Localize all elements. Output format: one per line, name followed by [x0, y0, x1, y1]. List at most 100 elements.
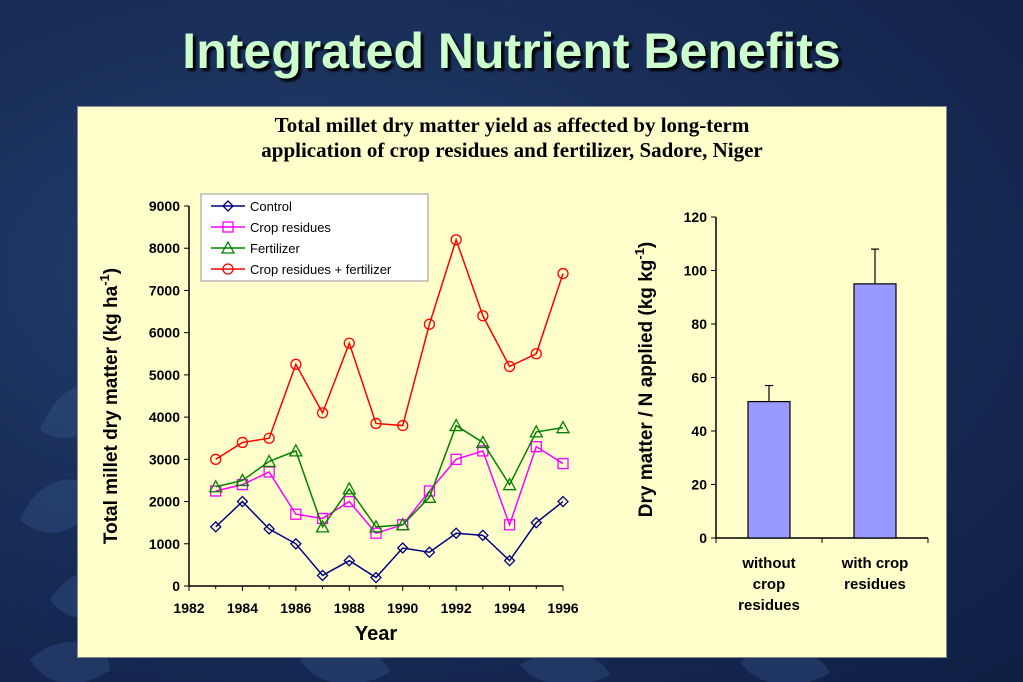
data-point: [502, 477, 517, 491]
legend-marker: [222, 263, 234, 275]
data-point: [503, 554, 516, 567]
data-point: [368, 519, 384, 533]
data-point: [395, 517, 410, 531]
y-tick-label: 9000: [149, 198, 180, 214]
bar-y-tick-label: 100: [684, 263, 708, 279]
data-point: [315, 519, 330, 533]
y-tick-label: 6000: [149, 325, 180, 341]
bar-category-label: residues: [738, 597, 800, 614]
data-point: [423, 546, 436, 559]
panel-heading: Total millet dry matter yield as affecte…: [78, 113, 946, 163]
bar-y-axis-title: Dry matter / N applied (kg kg-1): [632, 242, 657, 518]
x-tick-label: 1994: [494, 600, 525, 616]
data-point: [343, 337, 355, 349]
data-point: [557, 267, 569, 280]
data-point: [370, 571, 382, 584]
data-point: [210, 453, 222, 465]
x-tick-label: 1986: [280, 600, 311, 616]
series-control: [209, 495, 569, 584]
bar: [747, 400, 791, 539]
data-point: [396, 542, 409, 554]
series-line: [215, 424, 564, 529]
data-point: [290, 358, 302, 370]
x-tick-label: 1990: [387, 600, 418, 616]
legend: Control Crop residues Fertilizer Crop resid…: [200, 193, 429, 282]
bar-y-tick-label: 80: [691, 316, 707, 332]
slide-title: Integrated Nutrient Benefits: [182, 23, 841, 79]
x-axis-title: Year: [355, 623, 397, 645]
x-tick-label: 1984: [227, 600, 258, 616]
data-point: [262, 454, 277, 468]
data-point: [477, 310, 489, 322]
data-point: [449, 418, 464, 432]
data-point: [370, 527, 382, 539]
legend-label: Control: [250, 199, 292, 214]
data-point: [450, 234, 462, 246]
series-fertilizer: [208, 418, 571, 533]
bar-category-label: without: [741, 555, 795, 572]
y-tick-label: 3000: [149, 451, 180, 467]
chart-panel: Total millet dry matter yield as affecte…: [77, 106, 947, 658]
bar-y-tick-label: 60: [691, 370, 707, 386]
data-point: [530, 441, 542, 453]
bar-chart: 0 20 40 60 80 100 120 without crop residues with c…: [632, 209, 929, 614]
x-tick-label: 1996: [547, 600, 578, 616]
data-point: [503, 519, 516, 531]
data-point: [236, 495, 249, 508]
data-point: [397, 419, 409, 432]
data-point: [290, 508, 302, 520]
x-tick-label: 1988: [334, 600, 365, 616]
data-point: [289, 537, 302, 550]
line-chart: 0 1000 2000 3000 4000 5000 6000 7000 8000 9000 198…: [97, 193, 579, 645]
data-point: [555, 420, 571, 434]
y-tick-label: 7000: [149, 282, 180, 298]
y-tick-label: 5000: [149, 367, 180, 383]
legend-label: Fertilizer: [250, 241, 301, 256]
x-tick-label: 1992: [441, 600, 472, 616]
legend-marker: [222, 221, 234, 233]
data-point: [529, 424, 544, 438]
panel-heading-line-2: application of crop residues and fertili…: [261, 138, 763, 162]
panel-heading-line-1: Total millet dry matter yield as affecte…: [274, 113, 750, 137]
x-tick-label: 1982: [173, 600, 204, 616]
bar-y-tick-label: 0: [699, 530, 707, 546]
series-line: [215, 500, 564, 579]
data-point: [530, 516, 543, 529]
legend-label: Crop residues: [250, 220, 331, 235]
legend-marker: [222, 200, 234, 212]
y-tick-label: 4000: [149, 409, 180, 425]
data-point: [263, 523, 276, 535]
bar-y-tick-label: 20: [691, 477, 707, 493]
data-point: [557, 495, 569, 508]
data-point: [342, 481, 357, 495]
data-point: [476, 529, 489, 542]
data-point: [316, 407, 329, 419]
data-point: [475, 435, 490, 449]
bar: [853, 283, 897, 539]
data-point: [503, 360, 516, 373]
bar-category-label: residues: [844, 576, 906, 593]
bar-y-tick-label: 120: [684, 209, 708, 225]
legend-label: Crop residues + fertilizer: [250, 262, 392, 277]
legend-box: [200, 193, 429, 282]
data-point: [208, 479, 223, 493]
data-point: [316, 512, 329, 525]
data-point: [288, 443, 303, 457]
bar-category-label: with crop: [841, 555, 909, 572]
legend-marker: [220, 240, 236, 254]
y-axis-title: Total millet dry matter (kg ha-1): [97, 268, 122, 544]
series-crop-residues-fertilizer: [210, 234, 569, 465]
y-tick-label: 2000: [149, 494, 180, 510]
data-point: [423, 318, 436, 330]
data-point: [236, 436, 249, 449]
y-tick-label: 8000: [149, 240, 180, 256]
bar-y-tick-label: 40: [691, 423, 707, 439]
data-point: [370, 417, 382, 430]
data-point: [209, 520, 222, 533]
data-point: [450, 453, 462, 465]
data-point: [316, 569, 329, 582]
data-point: [557, 457, 569, 470]
data-point: [450, 527, 463, 540]
y-tick-label: 1000: [149, 536, 180, 552]
